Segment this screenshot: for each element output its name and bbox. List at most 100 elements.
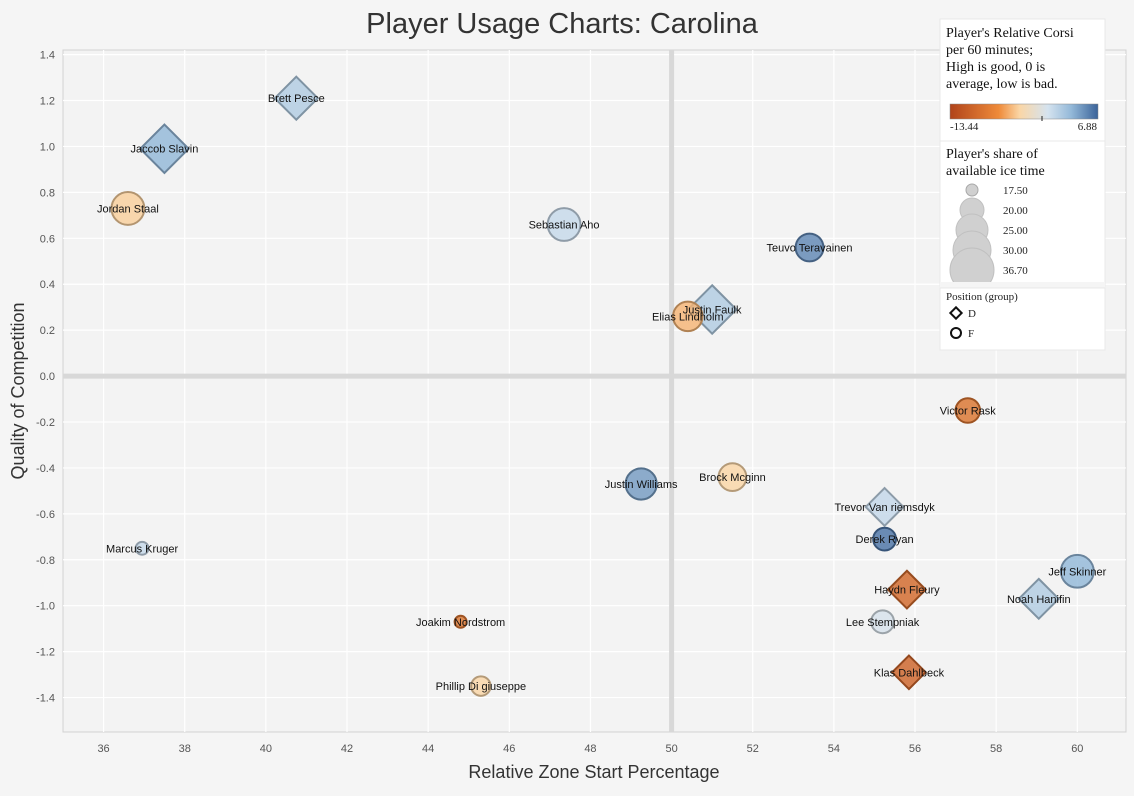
size-legend-title-line-1: Player's share of <box>946 147 1038 162</box>
y-tick-label: 0.8 <box>40 187 55 199</box>
x-tick-label: 46 <box>503 743 515 755</box>
point-brett-pesce-diamond <box>273 75 320 122</box>
x-tick-label: 38 <box>179 743 191 755</box>
size-legend-label-2: 20.00 <box>1003 205 1028 217</box>
point-noah-hanifin-diamond <box>1017 577 1061 621</box>
y-tick-label: 1.4 <box>40 50 55 62</box>
y-tick-label: 1.0 <box>40 141 55 153</box>
x-tick-label: 40 <box>260 743 272 755</box>
point-label-derek-ryan: Derek Ryan <box>856 534 914 546</box>
point-label-brett-pesce: Brett Pesce <box>268 93 325 105</box>
point-label-noah-hanifin: Noah Hanifin <box>1007 594 1071 606</box>
point-label-trevor-van-riemsdyk: Trevor Van riemsdyk <box>834 502 935 514</box>
size-legend-label-1: 17.50 <box>1003 185 1028 197</box>
point-phillip-di-giuseppe-circle <box>470 675 492 697</box>
point-klas-dahlbeck-diamond <box>890 654 928 691</box>
point-jaccob-slavin-diamond <box>138 123 191 175</box>
x-tick-label: 58 <box>990 743 1002 755</box>
y-tick-label: -1.4 <box>36 693 55 705</box>
point-justin-williams-circle <box>624 467 658 501</box>
y-tick-label: 0.4 <box>40 279 55 291</box>
chart-title: Player Usage Charts: Carolina <box>366 8 759 40</box>
x-axis-label: Relative Zone Start Percentage <box>468 762 719 782</box>
point-label-marcus-kruger: Marcus Kruger <box>106 543 178 555</box>
size-legend-clip-cover <box>940 282 1105 288</box>
y-tick-label: -1.2 <box>36 647 55 659</box>
point-label-justin-faulk: Justin Faulk <box>683 304 742 316</box>
point-label-elias-lindholm: Elias Lindholm <box>652 311 724 323</box>
point-lee-stempniak-circle <box>870 609 895 635</box>
diamond-icon <box>948 305 964 321</box>
x-tick-label: 44 <box>422 743 434 755</box>
circle-icon <box>950 327 962 339</box>
point-label-joakim-nordstrom: Joakim Nordstrom <box>416 617 505 629</box>
color-legend-title-line-1: Player's Relative Corsi <box>946 26 1074 41</box>
size-legend-label-4: 30.00 <box>1003 245 1028 257</box>
point-label-sebastian-aho: Sebastian Aho <box>529 220 600 232</box>
point-jeff-skinner-circle <box>1059 553 1095 589</box>
shape-legend-label-f: F <box>968 328 974 340</box>
color-ramp-min-label: -13.44 <box>950 121 979 133</box>
point-label-brock-mcginn: Brock Mcginn <box>699 472 766 484</box>
y-tick-label: -0.6 <box>36 509 55 521</box>
reference-lines <box>63 50 1126 732</box>
point-jordan-staal-circle <box>110 191 146 226</box>
point-label-teuvo-teravainen: Teuvo Teravainen <box>767 242 853 254</box>
point-label-phillip-di-giuseppe: Phillip Di giuseppe <box>436 681 527 693</box>
shape-legend-label-d: D <box>968 308 976 320</box>
color-ramp <box>949 103 1099 120</box>
point-label-jaccob-slavin: Jaccob Slavin <box>130 144 198 156</box>
color-legend-title-line-3: High is good, 0 is <box>946 60 1045 75</box>
color-ramp-max-label: 6.88 <box>1078 121 1098 133</box>
point-trevor-van-riemsdyk-diamond <box>864 486 905 528</box>
y-tick-label: -0.2 <box>36 417 55 429</box>
point-victor-rask-circle <box>954 397 982 424</box>
point-marcus-kruger-circle <box>134 540 150 556</box>
x-tick-label: 48 <box>584 743 596 755</box>
shape-legend: Position (group) D F <box>939 287 1106 351</box>
point-labels: Brett Pesce Jaccob Slavin Jordan Staal Seba… <box>97 93 1107 693</box>
point-label-justin-williams: Justin Williams <box>605 479 678 491</box>
point-label-jeff-skinner: Jeff Skinner <box>1048 566 1106 578</box>
x-tick-label: 60 <box>1071 743 1083 755</box>
point-derek-ryan-circle <box>872 526 898 552</box>
x-tick-label: 52 <box>747 743 759 755</box>
x-tick-label: 50 <box>665 743 677 755</box>
x-tick-label: 54 <box>828 743 840 755</box>
legend: Player's Relative Corsi per 60 minutes; … <box>939 18 1106 351</box>
point-elias-lindholm-circle <box>672 300 704 333</box>
color-legend-title-line-4: average, low is bad. <box>946 77 1058 92</box>
y-tick-label: 0.0 <box>40 371 55 383</box>
y-tick-label: -0.8 <box>36 555 55 567</box>
point-haydn-fleury-diamond <box>886 569 928 610</box>
point-teuvo-teravainen-circle <box>794 232 825 263</box>
point-joakim-nordstrom-circle <box>453 614 468 629</box>
point-label-victor-rask: Victor Rask <box>940 406 997 418</box>
point-label-klas-dahlbeck: Klas Dahlbeck <box>874 667 945 679</box>
size-legend-entry-1: 17.50 <box>965 183 1028 197</box>
point-label-jordan-staal: Jordan Staal <box>97 203 159 215</box>
point-sebastian-aho-circle <box>546 207 582 242</box>
shape-legend-box <box>939 287 1106 351</box>
color-legend: Player's Relative Corsi per 60 minutes; … <box>939 18 1106 142</box>
point-brock-mcginn-circle <box>717 462 748 493</box>
color-legend-title-line-2: per 60 minutes; <box>946 43 1033 58</box>
size-legend-title-line-2: available ice time <box>946 164 1045 179</box>
size-swatch-1 <box>965 183 979 197</box>
point-label-haydn-fleury: Haydn Fleury <box>874 585 940 597</box>
color-legend-box <box>939 18 1106 142</box>
y-axis-label: Quality of Competition <box>8 302 28 479</box>
tick-labels: 36 38 40 42 44 46 48 50 52 54 56 58 60 -1.4 -1.2 -1.0 -0… <box>36 50 1083 755</box>
shape-legend-entry-d: D <box>948 305 976 321</box>
y-tick-label: 0.2 <box>40 325 55 337</box>
y-tick-label: 1.2 <box>40 96 55 108</box>
shape-legend-title: Position (group) <box>946 291 1018 303</box>
size-legend-label-5: 36.70 <box>1003 265 1028 277</box>
x-tick-label: 56 <box>909 743 921 755</box>
x-tick-label: 36 <box>97 743 109 755</box>
y-tick-label: -1.0 <box>36 601 55 613</box>
x-tick-label: 42 <box>341 743 353 755</box>
size-legend: Player's share of available ice time 17.… <box>939 140 1106 293</box>
size-legend-label-3: 25.00 <box>1003 225 1028 237</box>
